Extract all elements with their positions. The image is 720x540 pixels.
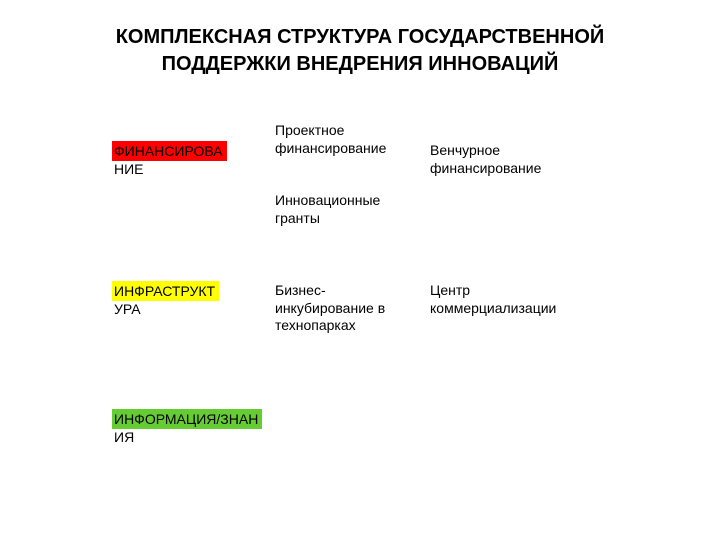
category-highlight-financing: ФИНАНСИРОВА	[112, 141, 227, 161]
page-title: КОМПЛЕКСНАЯ СТРУКТУРА ГОСУДАРСТВЕННОЙ ПО…	[110, 24, 610, 78]
item-project-financing: Проектное финансирование	[275, 122, 405, 157]
category-highlight-information: ИНФОРМАЦИЯ/ЗНАН	[112, 409, 262, 429]
category-tail-infrastructure: УРА	[112, 300, 242, 318]
item-commercialization-center: Центр коммерциализации	[430, 282, 580, 317]
category-tail-information: ИЯ	[112, 428, 272, 446]
item-venture-financing: Венчурное финансирование	[430, 142, 580, 177]
category-highlight-infrastructure: ИНФРАСТРУКТ	[112, 281, 219, 301]
category-tail-financing: НИЕ	[112, 160, 242, 178]
item-innovation-grants: Инновационные гранты	[275, 192, 405, 227]
category-block-information: ИНФОРМАЦИЯ/ЗНАН ИЯ	[112, 410, 272, 446]
item-business-incubation: Бизнес-инкубирование в технопарках	[275, 282, 415, 335]
category-block-financing: ФИНАНСИРОВА НИЕ	[112, 142, 242, 178]
category-block-infrastructure: ИНФРАСТРУКТ УРА	[112, 282, 242, 318]
